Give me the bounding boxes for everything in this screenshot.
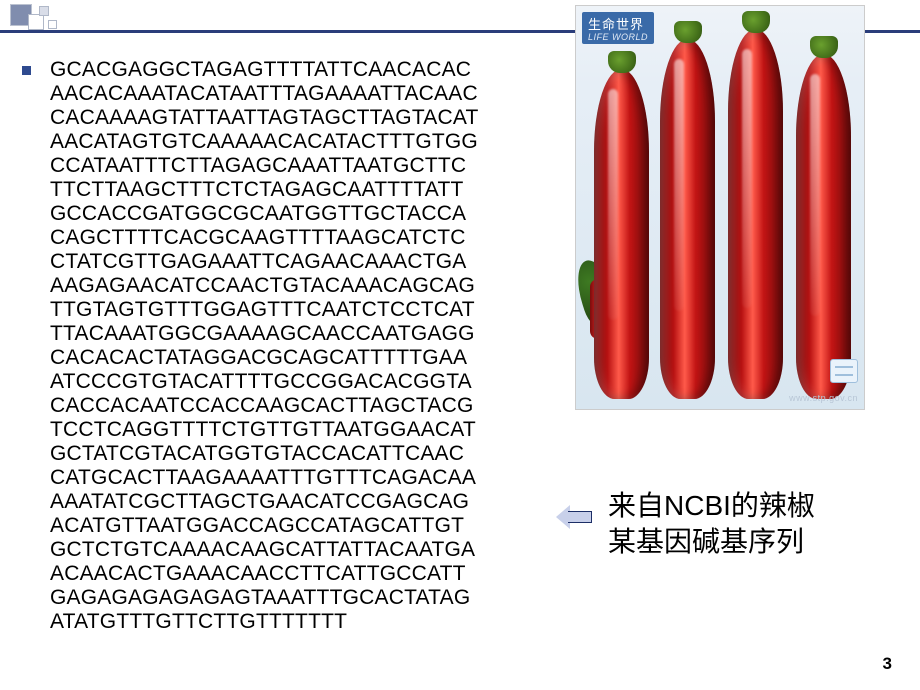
photo-source-badge: 生命世界 LIFE WORLD bbox=[582, 12, 654, 44]
decor-square bbox=[48, 20, 57, 29]
decor-square bbox=[39, 6, 49, 16]
bullet-icon bbox=[22, 66, 31, 75]
pepper-shape bbox=[728, 29, 783, 399]
caption-line: 某基因碱基序列 bbox=[608, 524, 878, 560]
pepper-shape bbox=[660, 39, 715, 399]
decor-square bbox=[28, 14, 44, 30]
pepper-photo: 生命世界 LIFE WORLD www.stp.gov.cn bbox=[575, 5, 865, 410]
slide: GCACGAGGCTAGAGTTTTATTCAACACAC AACACAAATA… bbox=[0, 0, 920, 690]
caption-line: 来自NCBI的辣椒 bbox=[608, 488, 878, 524]
dna-sequence: GCACGAGGCTAGAGTTTTATTCAACACAC AACACAAATA… bbox=[50, 58, 540, 634]
pepper-shape bbox=[796, 54, 851, 399]
caption: 来自NCBI的辣椒 某基因碱基序列 bbox=[608, 488, 878, 560]
photo-source-label-en: LIFE WORLD bbox=[588, 33, 648, 42]
photo-source-label: 生命世界 bbox=[588, 17, 644, 32]
photo-watermark-url: www.stp.gov.cn bbox=[789, 393, 858, 403]
left-arrow-icon bbox=[556, 505, 592, 529]
pepper-shape bbox=[594, 69, 649, 399]
photo-watermark-icon bbox=[830, 359, 858, 383]
page-number: 3 bbox=[883, 654, 892, 674]
